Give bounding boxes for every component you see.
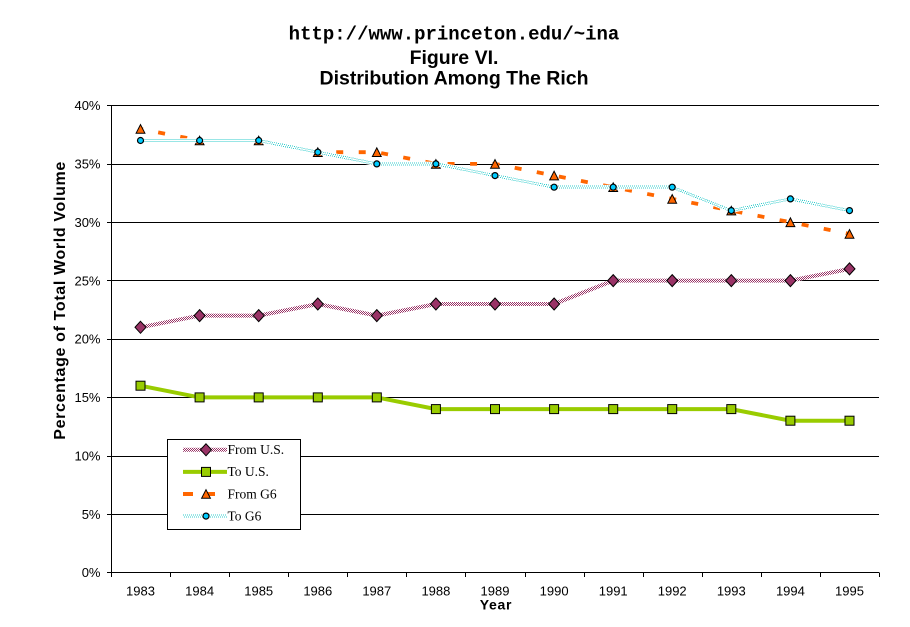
svg-text:0%: 0% [82,565,101,580]
svg-text:25%: 25% [74,273,100,288]
svg-text:1994: 1994 [776,584,805,599]
svg-text:35%: 35% [74,157,100,172]
svg-text:From U.S.: From U.S. [228,442,285,457]
svg-text:30%: 30% [74,215,100,230]
svg-text:1993: 1993 [717,584,746,599]
svg-text:1985: 1985 [244,584,273,599]
svg-text:1989: 1989 [481,584,510,599]
svg-text:40%: 40% [74,98,100,113]
svg-text:Percentage of Total World Volu: Percentage of Total World Volume [52,161,69,440]
svg-text:1983: 1983 [126,584,155,599]
svg-text:From G6: From G6 [228,486,277,501]
svg-text:To G6: To G6 [228,508,262,523]
svg-text:To U.S.: To U.S. [228,464,269,479]
svg-text:1990: 1990 [540,584,569,599]
svg-text:1984: 1984 [185,584,214,599]
svg-text:1995: 1995 [835,584,864,599]
svg-text:15%: 15% [74,390,100,405]
svg-text:10%: 10% [74,448,100,463]
svg-text:20%: 20% [74,332,100,347]
svg-text:5%: 5% [82,507,101,522]
svg-text:Distribution Among The Rich: Distribution Among The Rich [319,68,588,90]
svg-text:Year: Year [480,597,512,613]
svg-text:Figure VI.: Figure VI. [410,47,499,69]
svg-text:1987: 1987 [362,584,391,599]
svg-text:1991: 1991 [599,584,628,599]
svg-text:1992: 1992 [658,584,687,599]
svg-text:1988: 1988 [421,584,450,599]
svg-text:http://www.princeton.edu/~ina: http://www.princeton.edu/~ina [289,24,620,46]
svg-text:1986: 1986 [303,584,332,599]
